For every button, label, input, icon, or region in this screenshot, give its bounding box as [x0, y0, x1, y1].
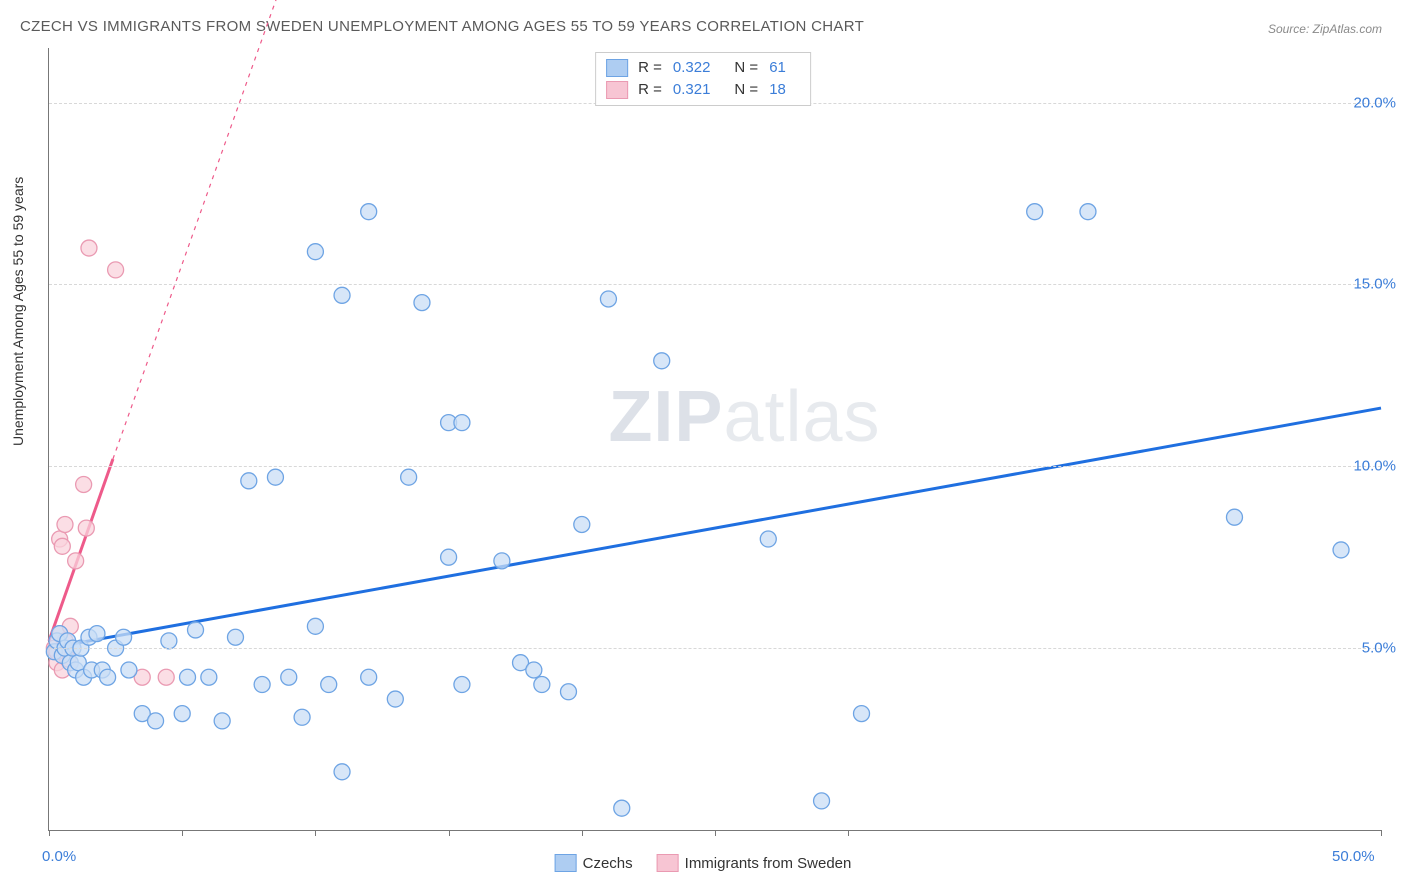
x-tick	[848, 830, 849, 836]
y-tick-label: 5.0%	[1362, 640, 1396, 657]
data-point-czechs	[441, 549, 457, 565]
chart-svg	[49, 48, 1381, 830]
plot-area: ZIPatlas	[48, 48, 1381, 831]
grid-line	[49, 648, 1381, 649]
data-point-czechs	[654, 353, 670, 369]
data-point-czechs	[1226, 509, 1242, 525]
legend-row-czechs: R = 0.322 N = 61	[606, 57, 800, 79]
data-point-czechs	[534, 677, 550, 693]
data-point-czechs	[148, 713, 164, 729]
grid-line	[49, 466, 1381, 467]
y-tick-label: 15.0%	[1353, 276, 1396, 293]
data-point-czechs	[526, 662, 542, 678]
r-label: R =	[638, 79, 662, 101]
data-point-czechs	[267, 469, 283, 485]
data-point-czechs	[454, 677, 470, 693]
x-tick-label: 50.0%	[1332, 848, 1375, 865]
data-point-czechs	[760, 531, 776, 547]
data-point-sweden	[76, 476, 92, 492]
data-point-czechs	[116, 629, 132, 645]
data-point-czechs	[174, 706, 190, 722]
data-point-czechs	[307, 244, 323, 260]
data-point-sweden	[158, 669, 174, 685]
y-axis-label: Unemployment Among Ages 55 to 59 years	[10, 177, 26, 446]
correlation-legend: R = 0.322 N = 61 R = 0.321 N = 18	[595, 52, 811, 106]
swatch-sweden	[606, 81, 628, 99]
n-value-sweden: 18	[769, 79, 786, 101]
legend-row-sweden: R = 0.321 N = 18	[606, 79, 800, 101]
x-tick	[315, 830, 316, 836]
data-point-czechs	[414, 295, 430, 311]
data-point-czechs	[361, 204, 377, 220]
data-point-czechs	[161, 633, 177, 649]
data-point-czechs	[321, 677, 337, 693]
swatch-czechs	[555, 854, 577, 872]
y-tick-label: 20.0%	[1353, 94, 1396, 111]
x-tick	[582, 830, 583, 836]
n-label: N =	[734, 79, 758, 101]
data-point-czechs	[361, 669, 377, 685]
data-point-czechs	[188, 622, 204, 638]
data-point-czechs	[281, 669, 297, 685]
trend-line-czechs	[49, 408, 1381, 648]
chart-title: CZECH VS IMMIGRANTS FROM SWEDEN UNEMPLOY…	[20, 18, 864, 35]
data-point-czechs	[814, 793, 830, 809]
data-point-sweden	[78, 520, 94, 536]
n-label: N =	[734, 57, 758, 79]
swatch-sweden	[657, 854, 679, 872]
x-tick	[449, 830, 450, 836]
data-point-czechs	[227, 629, 243, 645]
legend-item-sweden: Immigrants from Sweden	[657, 854, 852, 872]
x-tick	[715, 830, 716, 836]
r-label: R =	[638, 57, 662, 79]
data-point-czechs	[574, 516, 590, 532]
data-point-czechs	[600, 291, 616, 307]
data-point-czechs	[214, 713, 230, 729]
data-point-sweden	[68, 553, 84, 569]
source-credit: Source: ZipAtlas.com	[1268, 22, 1382, 36]
data-point-czechs	[454, 415, 470, 431]
data-point-sweden	[57, 516, 73, 532]
data-point-czechs	[241, 473, 257, 489]
data-point-czechs	[1027, 204, 1043, 220]
data-point-czechs	[387, 691, 403, 707]
data-point-czechs	[121, 662, 137, 678]
data-point-czechs	[614, 800, 630, 816]
data-point-czechs	[334, 287, 350, 303]
trend-line-sweden-extrap	[113, 0, 369, 459]
data-point-czechs	[494, 553, 510, 569]
series-legend: Czechs Immigrants from Sweden	[555, 854, 852, 872]
swatch-czechs	[606, 59, 628, 77]
data-point-czechs	[180, 669, 196, 685]
grid-line	[49, 284, 1381, 285]
legend-item-czechs: Czechs	[555, 854, 633, 872]
data-point-sweden	[81, 240, 97, 256]
data-point-czechs	[1080, 204, 1096, 220]
x-tick	[1381, 830, 1382, 836]
legend-label-czechs: Czechs	[583, 855, 633, 872]
r-value-sweden: 0.321	[673, 79, 711, 101]
n-value-czechs: 61	[769, 57, 786, 79]
data-point-czechs	[100, 669, 116, 685]
data-point-czechs	[334, 764, 350, 780]
data-point-czechs	[201, 669, 217, 685]
data-point-czechs	[401, 469, 417, 485]
data-point-czechs	[294, 709, 310, 725]
y-tick-label: 10.0%	[1353, 458, 1396, 475]
data-point-czechs	[1333, 542, 1349, 558]
r-value-czechs: 0.322	[673, 57, 711, 79]
data-point-czechs	[254, 677, 270, 693]
x-tick	[182, 830, 183, 836]
x-tick-label: 0.0%	[42, 848, 76, 865]
data-point-sweden	[108, 262, 124, 278]
data-point-sweden	[54, 538, 70, 554]
data-point-czechs	[854, 706, 870, 722]
data-point-czechs	[89, 626, 105, 642]
data-point-czechs	[560, 684, 576, 700]
data-point-czechs	[307, 618, 323, 634]
legend-label-sweden: Immigrants from Sweden	[685, 855, 852, 872]
x-tick	[49, 830, 50, 836]
